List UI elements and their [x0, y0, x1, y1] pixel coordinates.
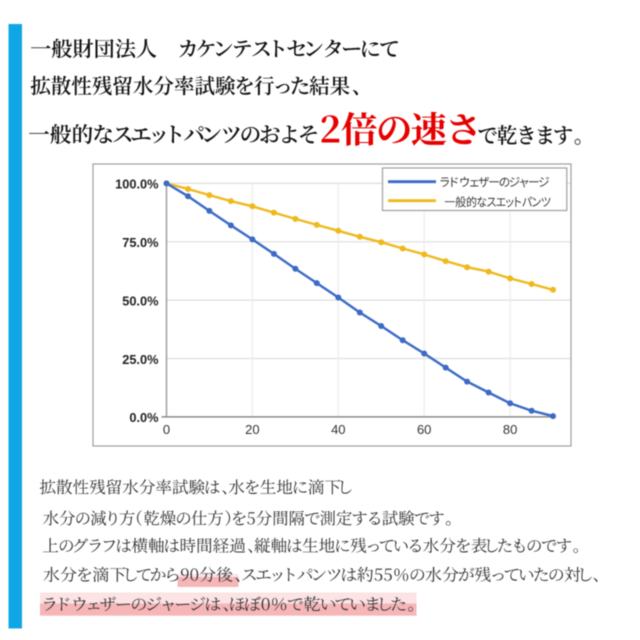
svg-text:50.0%: 50.0%	[122, 293, 159, 308]
svg-text:0: 0	[163, 422, 170, 437]
svg-text:40: 40	[331, 422, 345, 437]
svg-text:20: 20	[245, 422, 259, 437]
svg-text:100.0%: 100.0%	[115, 177, 159, 192]
svg-text:75.0%: 75.0%	[122, 235, 159, 250]
svg-text:80: 80	[503, 422, 517, 437]
svg-text:60: 60	[417, 422, 431, 437]
svg-text:0.0%: 0.0%	[129, 410, 159, 425]
svg-text:25.0%: 25.0%	[122, 352, 159, 367]
